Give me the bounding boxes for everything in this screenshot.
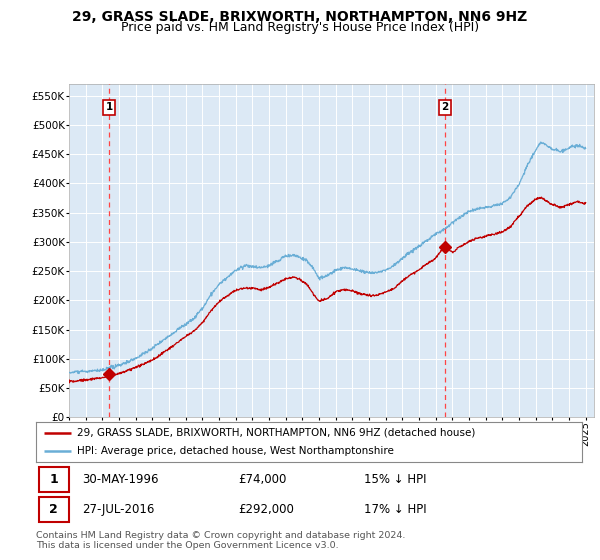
FancyBboxPatch shape xyxy=(39,497,69,522)
Text: 30-MAY-1996: 30-MAY-1996 xyxy=(82,473,159,486)
Text: HPI: Average price, detached house, West Northamptonshire: HPI: Average price, detached house, West… xyxy=(77,446,394,456)
Text: 27-JUL-2016: 27-JUL-2016 xyxy=(82,503,155,516)
Text: £74,000: £74,000 xyxy=(238,473,286,486)
Text: 17% ↓ HPI: 17% ↓ HPI xyxy=(364,503,426,516)
Text: £292,000: £292,000 xyxy=(238,503,294,516)
Text: 1: 1 xyxy=(49,473,58,486)
Text: 2: 2 xyxy=(49,503,58,516)
Text: 15% ↓ HPI: 15% ↓ HPI xyxy=(364,473,426,486)
Text: Price paid vs. HM Land Registry's House Price Index (HPI): Price paid vs. HM Land Registry's House … xyxy=(121,21,479,34)
Text: 1: 1 xyxy=(106,102,113,113)
Text: 2: 2 xyxy=(442,102,449,113)
FancyBboxPatch shape xyxy=(39,467,69,492)
Text: 29, GRASS SLADE, BRIXWORTH, NORTHAMPTON, NN6 9HZ: 29, GRASS SLADE, BRIXWORTH, NORTHAMPTON,… xyxy=(73,10,527,24)
Text: 29, GRASS SLADE, BRIXWORTH, NORTHAMPTON, NN6 9HZ (detached house): 29, GRASS SLADE, BRIXWORTH, NORTHAMPTON,… xyxy=(77,428,475,437)
Text: Contains HM Land Registry data © Crown copyright and database right 2024.
This d: Contains HM Land Registry data © Crown c… xyxy=(36,531,406,550)
